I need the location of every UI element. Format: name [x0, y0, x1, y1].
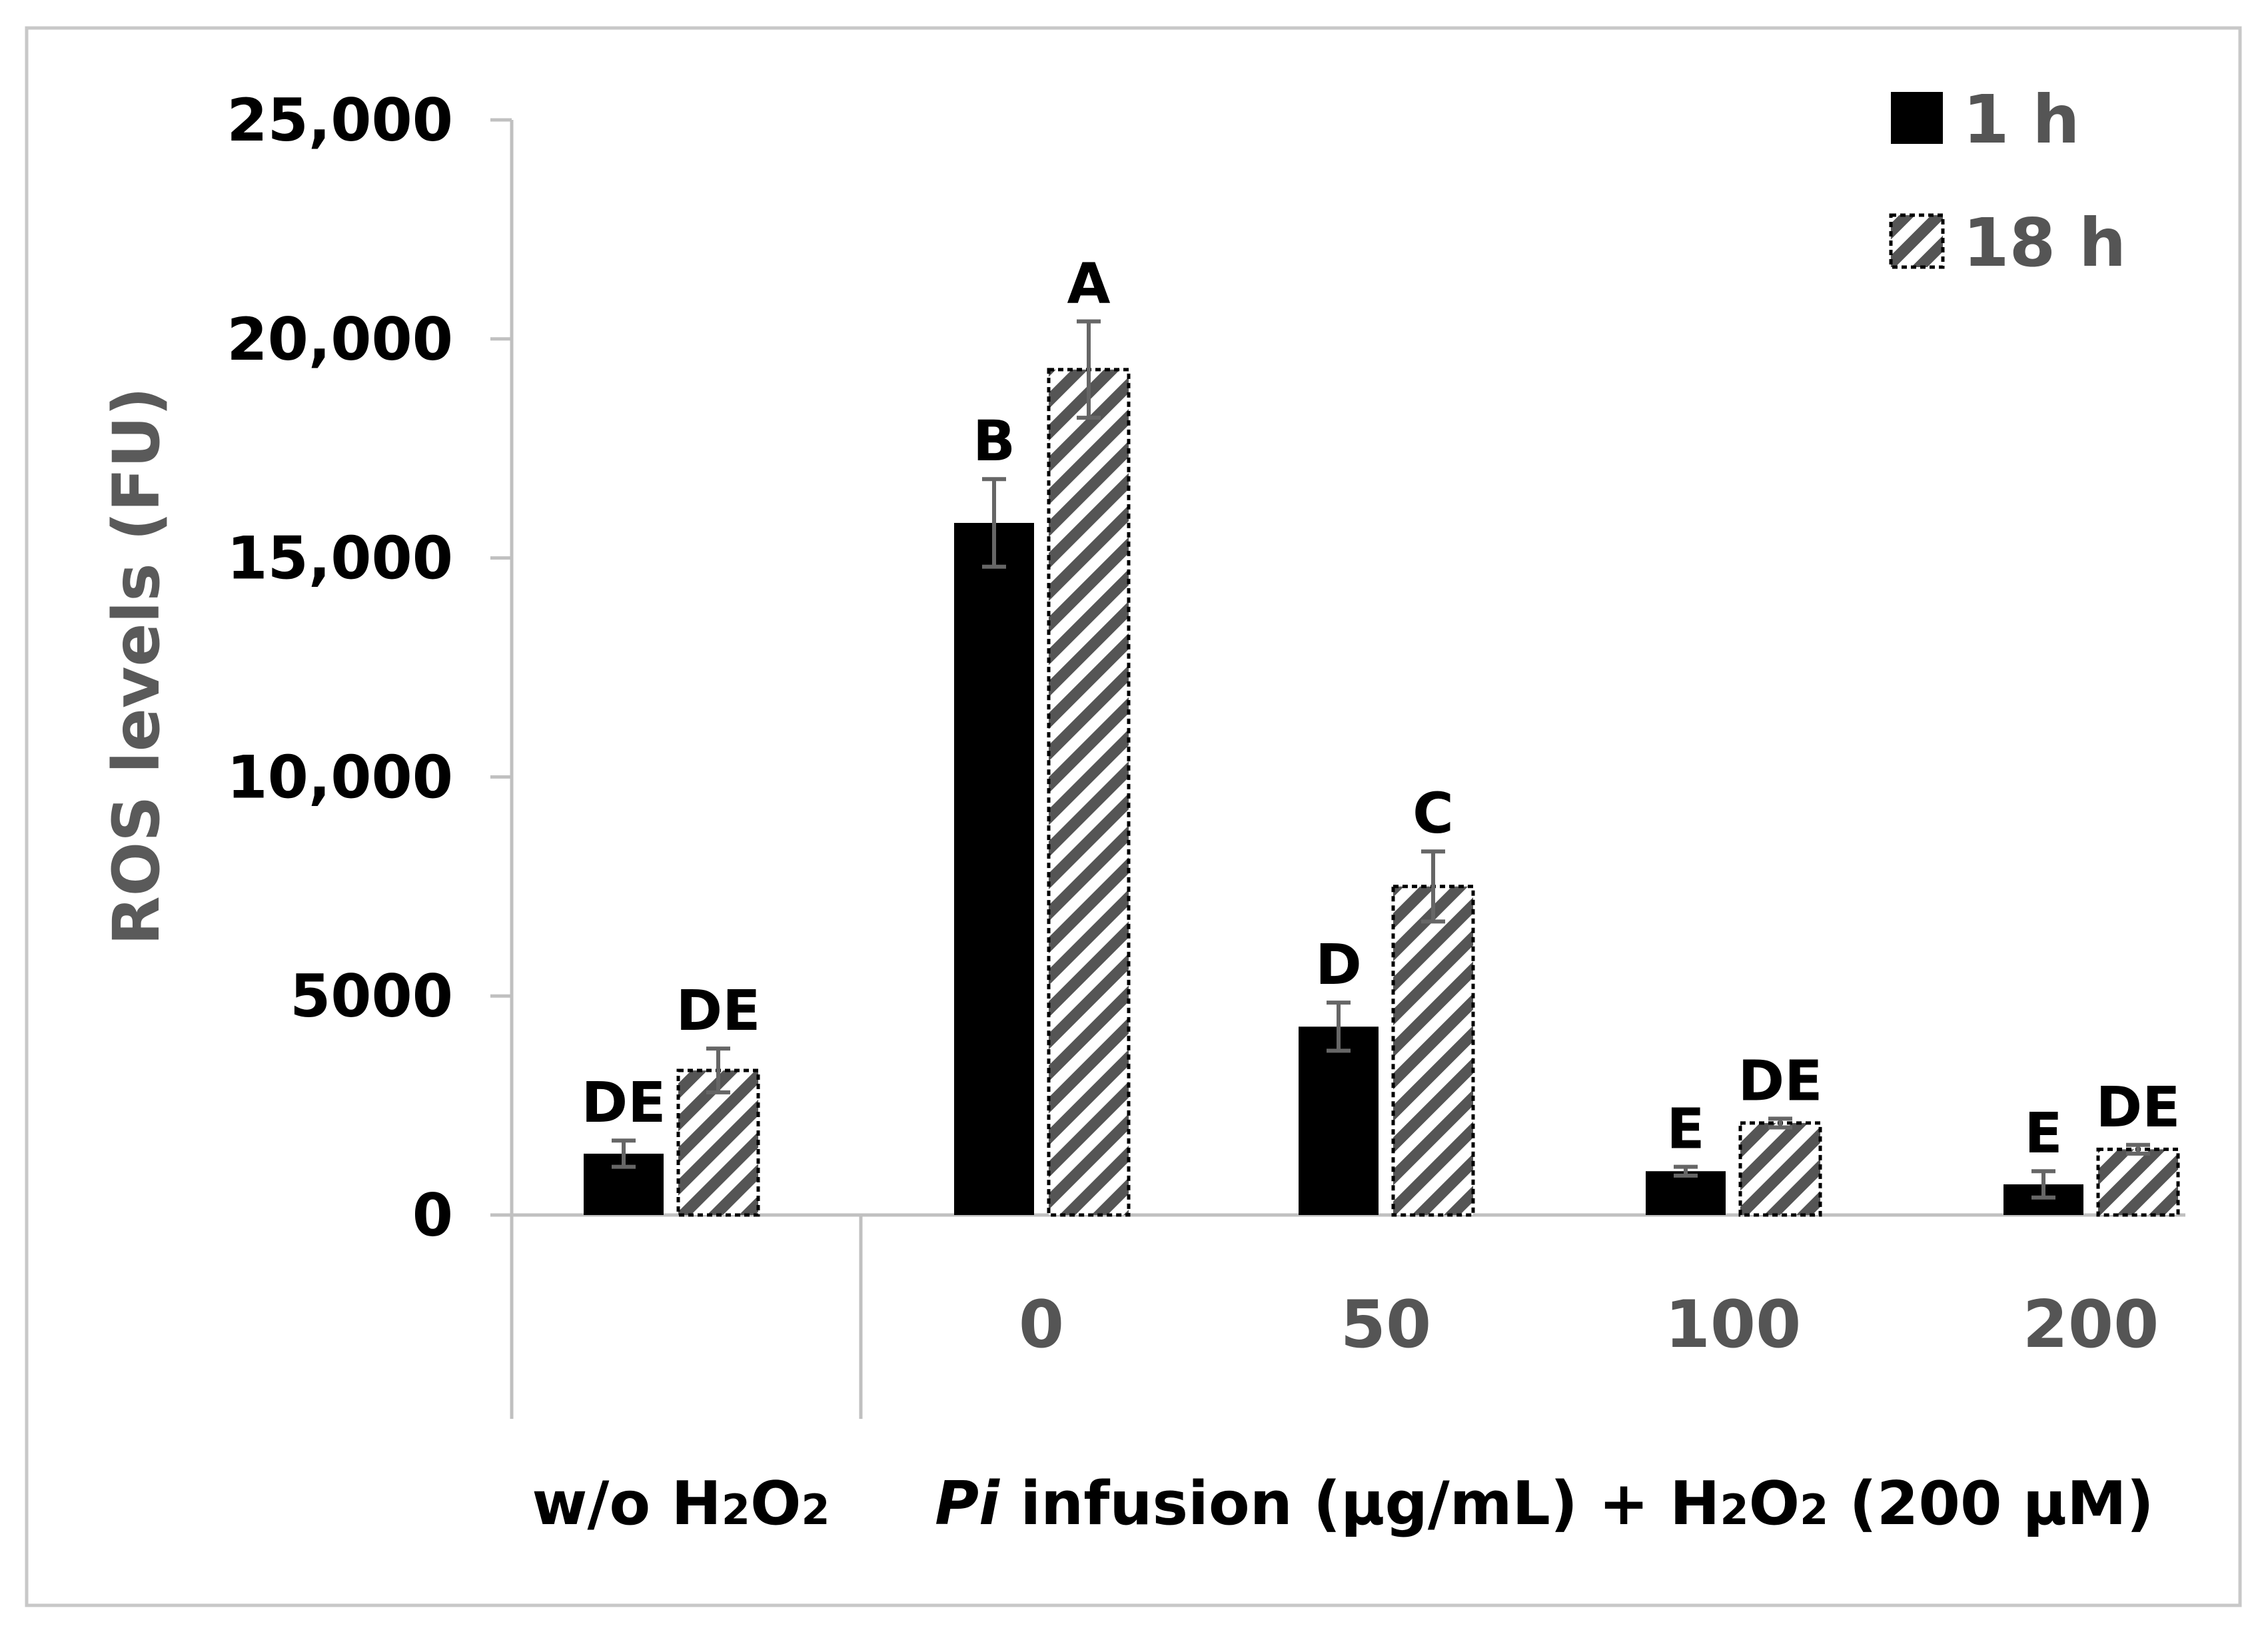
y-tick-label: 20,000	[227, 305, 453, 374]
x-tick-label: 200	[2023, 1287, 2159, 1363]
group-label-treatment: Pi infusion (µg/mL) + H2O2 (200 µM)	[935, 1469, 2154, 1539]
y-tick-label: 10,000	[227, 743, 453, 811]
significance-label: DE	[2095, 1074, 2180, 1140]
significance-label: DE	[1738, 1048, 1822, 1113]
chart-frame	[25, 26, 2242, 1607]
significance-label: C	[1413, 781, 1454, 846]
legend-swatch	[1889, 213, 1945, 269]
significance-label: E	[2024, 1100, 2062, 1166]
significance-label: B	[973, 408, 1015, 474]
bar-18h-0	[1047, 368, 1131, 1217]
bar-1h-100	[1646, 1171, 1726, 1215]
y-tick-label: 0	[412, 1181, 453, 1250]
significance-label: A	[1067, 250, 1110, 316]
bar-18h-control	[676, 1068, 760, 1217]
x-tick-label: 100	[1665, 1287, 1802, 1363]
significance-label: E	[1666, 1096, 1704, 1162]
legend-swatch	[1891, 92, 1943, 144]
legend-label: 18 h	[1963, 204, 2126, 282]
y-tick-label: 25,000	[227, 86, 453, 155]
y-axis-title: ROS levels (FU)	[99, 387, 174, 946]
bar-1h-50	[1299, 1026, 1379, 1215]
bar-18h-100	[1738, 1121, 1822, 1217]
significance-label: DE	[676, 978, 760, 1043]
group-label-control: w/o H2O2	[532, 1469, 830, 1539]
y-tick-label: 15,000	[227, 524, 453, 593]
x-tick-label: 0	[1019, 1287, 1064, 1363]
legend-label: 1 h	[1963, 81, 2080, 159]
bar-18h-200	[2096, 1147, 2180, 1217]
bar-18h-50	[1391, 885, 1475, 1217]
x-tick-label: 50	[1341, 1287, 1431, 1363]
significance-label: D	[1315, 932, 1362, 997]
significance-label: DE	[581, 1070, 666, 1135]
y-tick-label: 5000	[290, 962, 453, 1030]
bar-1h-0	[954, 522, 1034, 1216]
